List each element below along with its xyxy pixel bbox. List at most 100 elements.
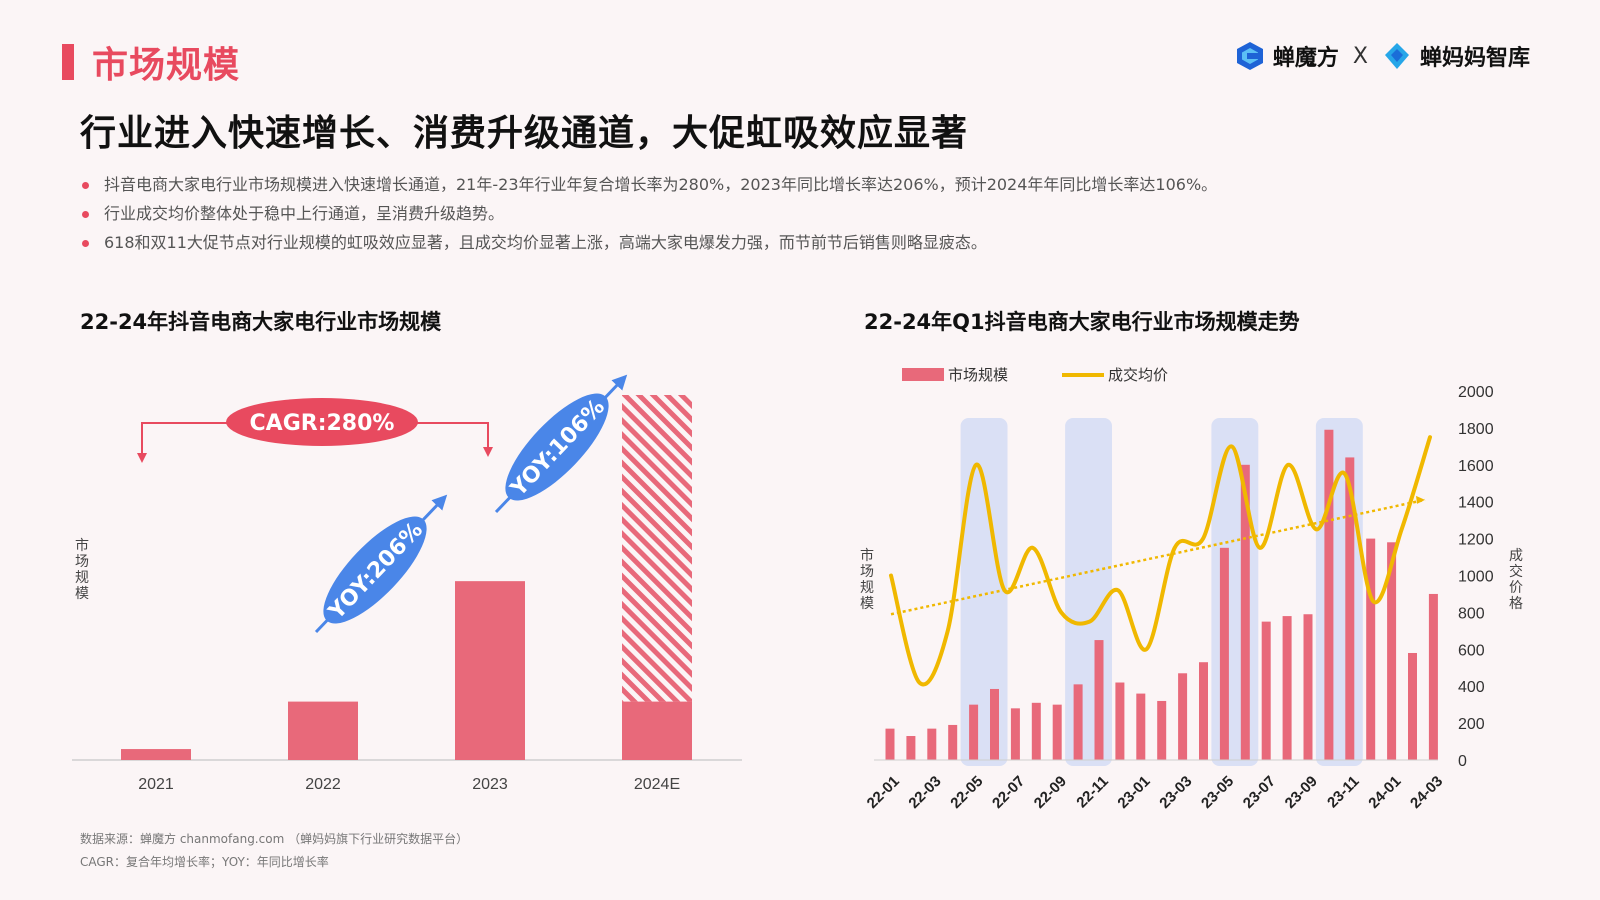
x-tick-label: 2022 bbox=[305, 776, 341, 793]
yoy-2023-badge: YOY:206% bbox=[323, 516, 428, 626]
bar bbox=[1366, 538, 1376, 760]
x-tick-label: 24-01 bbox=[1365, 773, 1404, 812]
bar bbox=[906, 736, 916, 760]
bar bbox=[455, 581, 525, 760]
bar bbox=[1282, 616, 1292, 760]
bar bbox=[885, 728, 895, 760]
left-chart-title: 22-24年抖音电商大家电行业市场规模 bbox=[80, 310, 442, 334]
y2-tick-label: 1000 bbox=[1458, 569, 1494, 586]
bar bbox=[990, 688, 999, 760]
y2-tick-label: 1600 bbox=[1458, 458, 1494, 475]
bar bbox=[121, 749, 191, 760]
y-axis-label: 模 bbox=[75, 586, 89, 602]
x-tick-label: 22-05 bbox=[947, 773, 986, 812]
y2-axis-label: 交 bbox=[1509, 563, 1523, 580]
bullet-item: 618和双11大促节点对行业规模的虹吸效应显著，且成交均价显著上涨，高端大家电爆… bbox=[80, 228, 1217, 257]
bar bbox=[1219, 547, 1229, 760]
promo-highlight bbox=[960, 418, 1008, 766]
bar bbox=[1261, 621, 1271, 760]
glossary-footnote: CAGR：复合年均增长率；YOY：年同比增长率 bbox=[80, 855, 329, 869]
trendline-arrowhead bbox=[1416, 495, 1425, 504]
cicada-mom-logo-icon bbox=[1384, 43, 1409, 69]
y2-axis-label: 格 bbox=[1509, 596, 1523, 612]
x-tick-label: 22-07 bbox=[989, 773, 1028, 812]
x-tick-label: 23-07 bbox=[1240, 773, 1279, 812]
headline: 行业进入快速增长、消费升级通道，大促虹吸效应显著 bbox=[80, 113, 969, 154]
y2-axis-label: 成 bbox=[1509, 548, 1523, 564]
x-tick-label: 23-09 bbox=[1282, 773, 1321, 812]
bar bbox=[1240, 464, 1250, 760]
bar bbox=[1387, 542, 1397, 760]
x-tick-label: 24-03 bbox=[1407, 773, 1446, 812]
yoy-2023-label: YOY:206% bbox=[324, 518, 428, 626]
source-footnote: 数据来源：蝉魔方 chanmofang.com （蝉妈妈旗下行业研究数据平台） bbox=[80, 832, 469, 846]
bar bbox=[969, 704, 979, 760]
legend-label: 市场规模 bbox=[948, 366, 1008, 384]
x-tick-label: 22-03 bbox=[905, 773, 944, 812]
yoy-2023-ellipse bbox=[323, 516, 427, 624]
y-axis-label: 市 bbox=[860, 547, 874, 564]
brand-logos: 蝉魔方 X 蝉妈妈智库 bbox=[1235, 40, 1530, 72]
bar-forecast bbox=[622, 395, 692, 702]
price-trendline bbox=[890, 498, 1426, 616]
y2-tick-label: 1800 bbox=[1458, 421, 1494, 438]
bar bbox=[1157, 700, 1167, 760]
bar bbox=[1094, 640, 1104, 760]
y2-tick-label: 400 bbox=[1458, 679, 1485, 696]
x-tick-label: 23-05 bbox=[1198, 773, 1237, 812]
bullet-item: 行业成交均价整体处于稳中上行通道，呈消费升级趋势。 bbox=[80, 199, 1217, 228]
cagr-badge bbox=[226, 398, 418, 446]
bar bbox=[1115, 682, 1125, 760]
x-tick-label: 23-11 bbox=[1324, 773, 1363, 812]
promo-highlight bbox=[1211, 418, 1259, 766]
bar bbox=[1031, 702, 1041, 760]
y2-tick-label: 0 bbox=[1458, 753, 1467, 770]
bar bbox=[927, 728, 937, 760]
y2-tick-label: 2000 bbox=[1458, 384, 1494, 401]
brand1-name: 蝉魔方 bbox=[1272, 46, 1339, 71]
y2-tick-label: 800 bbox=[1458, 605, 1485, 622]
bar bbox=[1345, 457, 1355, 760]
yoy-2024-ellipse bbox=[505, 393, 609, 501]
y-axis-label: 市 bbox=[75, 537, 89, 554]
x-tick-label: 23-01 bbox=[1114, 773, 1153, 812]
yoy-2024-label: YOY:106% bbox=[506, 395, 610, 503]
bar bbox=[948, 724, 958, 760]
y-axis-label: 规 bbox=[75, 570, 89, 586]
legend-label: 成交均价 bbox=[1108, 366, 1168, 384]
bar bbox=[1073, 684, 1083, 760]
bar bbox=[622, 701, 692, 760]
x-tick-label: 22-09 bbox=[1031, 773, 1070, 812]
promo-highlight bbox=[1065, 418, 1112, 766]
y-axis-label: 场 bbox=[860, 564, 874, 580]
bar bbox=[1303, 614, 1313, 760]
bar bbox=[1428, 593, 1438, 760]
section-title: 市场规模 bbox=[92, 45, 241, 86]
brand-separator: X bbox=[1352, 43, 1368, 69]
cicada-cube-logo-icon bbox=[1236, 42, 1263, 70]
bar bbox=[1324, 429, 1334, 760]
bar bbox=[1052, 704, 1062, 760]
y-axis-label: 规 bbox=[860, 580, 874, 596]
x-tick-label: 22-01 bbox=[864, 773, 903, 812]
y2-tick-label: 1200 bbox=[1458, 532, 1494, 549]
bar bbox=[288, 701, 358, 760]
section-accent-bar bbox=[62, 44, 74, 80]
bar bbox=[1408, 652, 1417, 760]
yoy-2024-badge: YOY:106% bbox=[505, 393, 610, 503]
y2-axis-label: 价 bbox=[1509, 580, 1523, 596]
price-line bbox=[889, 435, 1432, 687]
right-chart-title: 22-24年Q1抖音电商大家电行业市场规模走势 bbox=[864, 310, 1300, 334]
legend-swatch-bar bbox=[902, 368, 944, 381]
bullet-item: 抖音电商大家电行业市场规模进入快速增长通道，21年-23年行业年复合增长率为28… bbox=[80, 170, 1217, 199]
bar bbox=[1010, 708, 1020, 760]
y2-tick-label: 200 bbox=[1458, 716, 1485, 733]
bar bbox=[1136, 693, 1146, 760]
y-axis-label: 场 bbox=[75, 554, 89, 570]
bar bbox=[1178, 673, 1188, 760]
bullet-list: 抖音电商大家电行业市场规模进入快速增长通道，21年-23年行业年复合增长率为28… bbox=[80, 170, 1217, 257]
brand2-name: 蝉妈妈智库 bbox=[1419, 46, 1530, 71]
x-tick-label: 22-11 bbox=[1073, 773, 1112, 812]
bar bbox=[1199, 662, 1208, 760]
